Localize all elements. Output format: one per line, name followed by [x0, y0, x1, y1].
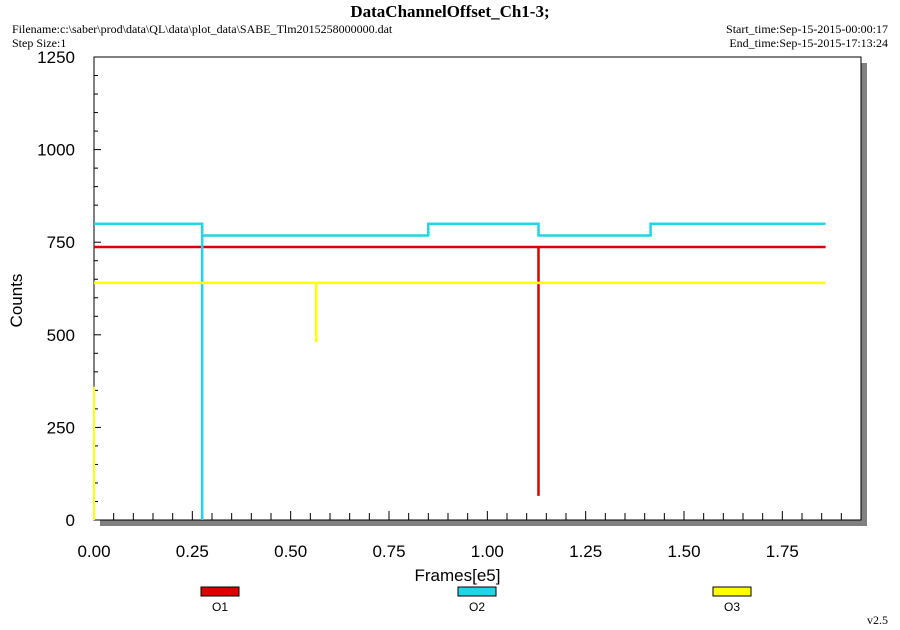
step-size-label: Step Size:1	[12, 36, 67, 50]
x-tick-label: 0.25	[176, 542, 209, 561]
start-time-label: Start_time:Sep-15-2015-00:00:17	[726, 22, 888, 36]
series-line-o3	[94, 281, 826, 343]
legend-swatch-o2	[457, 586, 497, 597]
version-label: v2.5	[867, 613, 888, 627]
filename-label: Filename:c:\saber\prod\data\QL\data\plot…	[12, 22, 393, 36]
y-tick-label: 0	[66, 511, 75, 530]
y-tick-label: 750	[47, 233, 75, 252]
x-tick-label: 0.50	[274, 542, 307, 561]
x-axis-label: Frames[e5]	[415, 566, 501, 585]
series-line-o1	[94, 245, 826, 496]
plot-area	[93, 56, 862, 521]
y-tick-label: 500	[47, 326, 75, 345]
x-tick-label: 1.25	[569, 542, 602, 561]
chart-title: DataChannelOffset_Ch1-3;	[350, 2, 550, 21]
x-tick-label: 0.75	[372, 542, 405, 561]
series-line-o2	[94, 222, 826, 520]
y-axis-label: Counts	[7, 274, 26, 328]
x-tick-label: 0.00	[77, 542, 110, 561]
legend-label-o1: O1	[212, 600, 228, 614]
legend-swatch-o1	[200, 586, 240, 597]
legend-swatch-o3	[712, 586, 752, 597]
x-tick-label: 1.75	[766, 542, 799, 561]
end-time-label: End_time:Sep-15-2015-17:13:24	[729, 36, 888, 50]
y-tick-label: 1000	[37, 141, 75, 160]
legend-label-o2: O2	[469, 600, 485, 614]
legend-label-o3: O3	[724, 600, 740, 614]
y-tick-label: 250	[47, 418, 75, 437]
x-tick-label: 1.00	[471, 542, 504, 561]
y-tick-label: 1250	[37, 48, 75, 67]
x-tick-label: 1.50	[667, 542, 700, 561]
